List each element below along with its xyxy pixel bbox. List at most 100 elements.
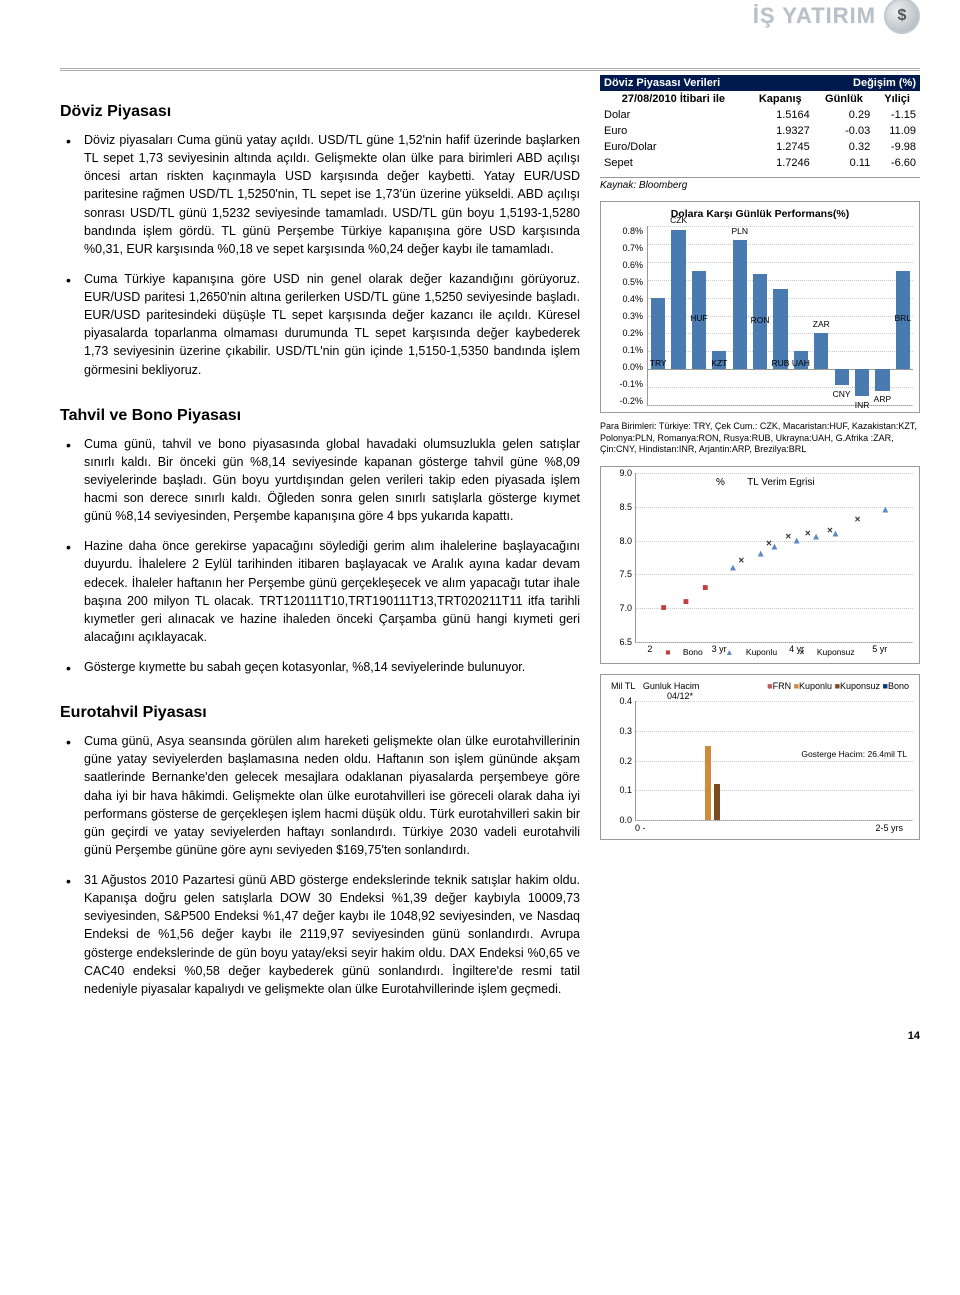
bar-label: RUB — [770, 358, 790, 368]
y-tick: 0.0% — [607, 362, 643, 372]
bar-label: PLN — [730, 226, 750, 236]
bar-label: ZAR — [811, 319, 831, 329]
vol-legend-item: ■Bono — [883, 681, 909, 691]
data-point: ■ — [683, 596, 689, 607]
table-cell: 0.29 — [814, 107, 874, 123]
table-cell: 0.32 — [814, 139, 874, 155]
y-tick: 9.0 — [619, 468, 632, 478]
yield-title: TL Verim Egrisi — [747, 477, 814, 488]
table-cell: 1.7246 — [747, 155, 814, 171]
table-cell: Euro/Dolar — [600, 139, 747, 155]
table-cell: Dolar — [600, 107, 747, 123]
brand-logo-icon: $ — [884, 0, 920, 34]
table-cell: -9.98 — [874, 139, 920, 155]
y-tick: -0.1% — [607, 379, 643, 389]
yield-legend: ■ Bono ▲ Kuponlu × Kuponsuz — [607, 647, 913, 657]
page-number: 14 — [60, 1030, 920, 1042]
yield-unit: % — [716, 477, 725, 488]
bar-label: KZT — [709, 358, 729, 368]
bar-label: UAH — [791, 358, 811, 368]
data-point: ■ — [661, 603, 667, 614]
bar: ARP — [872, 226, 892, 405]
euro-section-title: Eurotahvil Piyasası — [60, 704, 580, 722]
bar-label: TRY — [648, 358, 668, 368]
x-tick: 5 yr — [872, 644, 887, 654]
data-point: × — [785, 532, 791, 543]
bar-label: CNY — [831, 389, 851, 399]
bullet-item: Cuma Türkiye kapanışına göre USD nin gen… — [60, 270, 580, 379]
data-point: ▲ — [811, 532, 821, 543]
y-tick: 0.0 — [619, 815, 632, 825]
data-point: × — [805, 528, 811, 539]
bond-bullet-list: Cuma günü, tahvil ve bono piyasasında gl… — [60, 435, 580, 677]
y-tick: 0.3% — [607, 311, 643, 321]
dv-header-left: Döviz Piyasası Verileri — [600, 75, 814, 91]
table-cell: 1.9327 — [747, 123, 814, 139]
table-cell: Euro — [600, 123, 747, 139]
table-row: Sepet1.72460.11-6.60 — [600, 155, 920, 171]
data-point: ▲ — [792, 535, 802, 546]
bar: ZAR — [811, 226, 831, 405]
dv-sub-1: Kapanış — [747, 91, 814, 107]
bond-section-title: Tahvil ve Bono Piyasası — [60, 407, 580, 425]
volume-bar — [705, 746, 711, 820]
y-tick: 0.2% — [607, 328, 643, 338]
fx-section-title: Döviz Piyasası — [60, 103, 580, 121]
table-cell: -0.03 — [814, 123, 874, 139]
x-tick: 4 yr — [789, 644, 804, 654]
data-point: ▲ — [728, 562, 738, 573]
bar: INR — [852, 226, 872, 405]
fx-bullet-list: Döviz piyasaları Cuma günü yatay açıldı.… — [60, 131, 580, 379]
vol-date: 04/12* — [607, 691, 913, 701]
y-tick: 8.5 — [619, 502, 632, 512]
table-cell: 0.11 — [814, 155, 874, 171]
bar-chart-title: Dolara Karşı Günlük Performans(%) — [607, 208, 913, 220]
bullet-item: Gösterge kıymette bu sabah geçen kotasyo… — [60, 658, 580, 676]
table-row: Euro1.9327-0.0311.09 — [600, 123, 920, 139]
fx-performance-chart: Dolara Karşı Günlük Performans(%) 0.8% 0.… — [600, 201, 920, 413]
vol-x1: 2-5 yrs — [875, 823, 903, 833]
vol-legend-item: ■Kuponsuz — [835, 681, 883, 691]
euro-bullet-list: Cuma günü, Asya seansında görülen alım h… — [60, 732, 580, 998]
data-point: × — [766, 539, 772, 550]
bar: HUF — [689, 226, 709, 405]
table-cell: 11.09 — [874, 123, 920, 139]
volume-chart: Mil TL Gunluk Hacim ■FRN ■Kuponlu ■Kupon… — [600, 674, 920, 840]
y-tick: 0.4% — [607, 294, 643, 304]
y-tick: 0.5% — [607, 277, 643, 287]
bar-label: BRL — [893, 313, 913, 323]
vol-title-mid: Gunluk Hacim — [643, 681, 700, 691]
yield-legend-2: Kuponsuz — [817, 647, 855, 657]
dv-header-right: Değişim (%) — [814, 75, 920, 91]
y-tick: 0.3 — [619, 726, 632, 736]
table-row: Dolar1.51640.29-1.15 — [600, 107, 920, 123]
bullet-item: Cuma günü, tahvil ve bono piyasasında gl… — [60, 435, 580, 526]
bar: CNY — [831, 226, 851, 405]
y-tick: 0.8% — [607, 226, 643, 236]
bar: KZT — [709, 226, 729, 405]
currency-footnote: Para Birimleri: Türkiye: TRY, Çek Cum.: … — [600, 421, 920, 456]
table-cell: -1.15 — [874, 107, 920, 123]
yield-legend-0: Bono — [683, 647, 703, 657]
bar: RON — [750, 226, 770, 405]
x-tick: 3 yr — [712, 644, 727, 654]
data-point: × — [827, 525, 833, 536]
data-point: × — [738, 555, 744, 566]
volume-bar — [714, 784, 720, 820]
vol-legend-item: ■Kuponlu — [794, 681, 835, 691]
yield-curve-chart: % TL Verim Egrisi 9.08.58.07.57.06.523 y… — [600, 466, 920, 664]
dv-sub-0: 27/08/2010 İtibari ile — [600, 91, 747, 107]
bullet-item: Döviz piyasaları Cuma günü yatay açıldı.… — [60, 131, 580, 258]
bar-label: CZK — [668, 215, 688, 225]
fx-data-table: Döviz Piyasası Verileri Değişim (%) 27/0… — [600, 75, 920, 171]
data-point: × — [855, 515, 861, 526]
data-point: ▲ — [880, 505, 890, 516]
bar: RUB — [770, 226, 790, 405]
vol-legend: ■FRN ■Kuponlu ■Kuponsuz ■Bono — [767, 681, 909, 691]
y-tick: -0.2% — [607, 396, 643, 406]
table-row: Euro/Dolar1.27450.32-9.98 — [600, 139, 920, 155]
table-cell: 1.5164 — [747, 107, 814, 123]
y-tick: 7.5 — [619, 569, 632, 579]
bullet-item: Cuma günü, Asya seansında görülen alım h… — [60, 732, 580, 859]
y-tick: 0.6% — [607, 260, 643, 270]
